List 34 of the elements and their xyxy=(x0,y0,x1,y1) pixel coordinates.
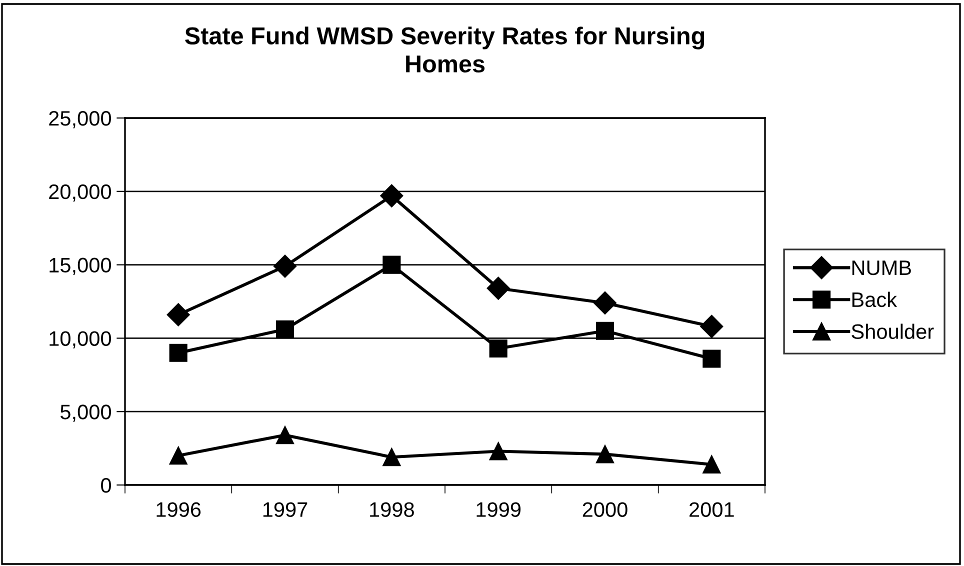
x-tick-label: 1997 xyxy=(263,502,308,517)
legend-label: Back xyxy=(852,292,898,308)
point xyxy=(702,350,721,368)
point xyxy=(489,442,508,460)
y-tick-label: 5,000 xyxy=(60,404,111,422)
point xyxy=(702,455,721,474)
point xyxy=(274,254,296,278)
legend-label: NUMB xyxy=(852,260,911,276)
chart-title: State Fund WMSD Severity Rates for Nursing Homes xyxy=(185,26,704,73)
y-tick-label: 10,000 xyxy=(50,331,111,348)
point xyxy=(276,320,294,338)
point xyxy=(382,448,401,466)
point xyxy=(166,303,190,326)
x-tick-label: 2000 xyxy=(582,502,628,517)
point xyxy=(594,291,616,314)
point xyxy=(169,344,188,362)
x-tick-label: 2001 xyxy=(690,502,734,517)
x-tick-label: 1996 xyxy=(156,502,201,517)
y-tick-label: 20,000 xyxy=(49,184,111,202)
x-tick-label: 1999 xyxy=(476,502,521,517)
point xyxy=(489,339,508,358)
y-tick-label: 25,000 xyxy=(49,111,111,128)
point xyxy=(486,276,510,300)
x-tick-label: 1998 xyxy=(370,502,414,517)
y-tick-label: 15,000 xyxy=(50,258,111,276)
legend-label: Shoulder xyxy=(852,324,934,340)
point xyxy=(382,256,401,274)
point xyxy=(596,445,614,464)
y-tick-label: 0 xyxy=(101,478,111,493)
point xyxy=(380,184,404,208)
point xyxy=(700,314,724,338)
point xyxy=(169,446,188,465)
point xyxy=(596,322,614,340)
point xyxy=(276,426,294,444)
